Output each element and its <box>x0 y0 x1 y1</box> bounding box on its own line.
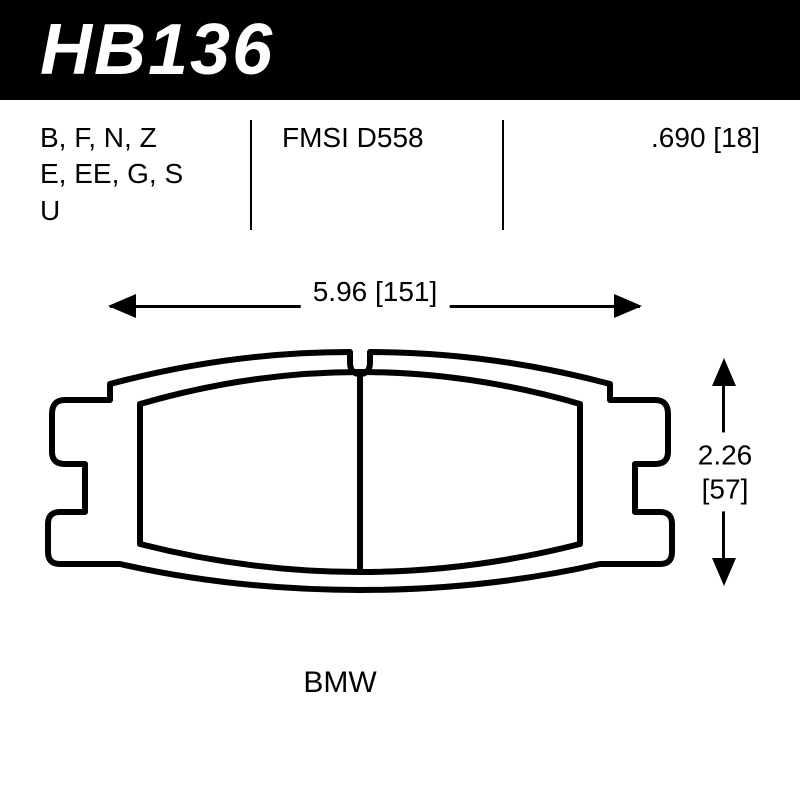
compounds-line: U <box>40 193 250 229</box>
spec-row: B, F, N, Z E, EE, G, S U FMSI D558 .690 … <box>40 120 760 240</box>
title-bar: HB136 <box>0 0 800 100</box>
width-label: 5.96 [151] <box>301 276 450 308</box>
height-dimension: 2.26 [57] <box>670 362 780 582</box>
compounds-line: E, EE, G, S <box>40 156 250 192</box>
brake-pad-outline <box>40 344 680 604</box>
arrow-right-icon <box>614 294 642 318</box>
arrow-up-icon <box>712 358 736 386</box>
part-number-title: HB136 <box>40 9 274 91</box>
compounds-line: B, F, N, Z <box>40 120 250 156</box>
dimension-area: 5.96 [151] 2.26 [57] BMW <box>30 280 770 770</box>
thickness-column: .690 [18] <box>504 120 760 240</box>
thickness-value: .690 [18] <box>504 120 760 156</box>
fmsi-column: FMSI D558 <box>252 120 502 240</box>
diagram-page: HB136 B, F, N, Z E, EE, G, S U FMSI D558… <box>0 0 800 800</box>
height-label: 2.26 [57] <box>694 432 757 511</box>
fmsi-code: FMSI D558 <box>282 120 502 156</box>
arrow-left-icon <box>108 294 136 318</box>
oem-label: BMW <box>30 666 650 700</box>
compounds-column: B, F, N, Z E, EE, G, S U <box>40 120 250 240</box>
arrow-down-icon <box>712 558 736 586</box>
width-dimension: 5.96 [151] <box>110 280 640 330</box>
